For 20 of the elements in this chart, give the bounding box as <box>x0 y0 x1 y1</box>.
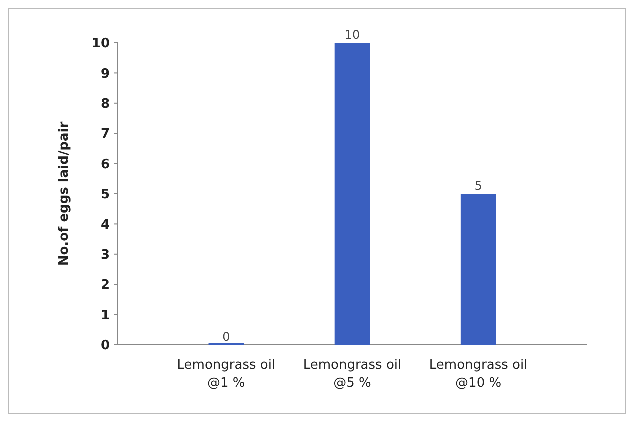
y-tick-label: 10 <box>92 36 110 52</box>
x-tick-label: Lemongrass oil @1 % <box>177 358 276 391</box>
y-tick-label: 4 <box>100 218 110 233</box>
x-tick-label: Lemongrass oil @5 % <box>303 358 402 391</box>
y-tick-label: 5 <box>100 188 110 203</box>
bar <box>460 194 496 345</box>
y-tick-label: 1 <box>100 308 110 324</box>
data-label: 0 <box>222 330 230 344</box>
x-tick-label: Lemongrass oil @10 % <box>429 358 528 391</box>
data-label: 10 <box>344 28 360 42</box>
y-tick-label: 7 <box>100 127 110 142</box>
y-tick-label: 6 <box>100 157 110 172</box>
y-tick-label: 8 <box>100 96 110 112</box>
y-tick-label: 2 <box>100 278 110 294</box>
bar <box>334 43 370 345</box>
y-tick-label: 3 <box>100 248 110 263</box>
y-axis-title: No.of eggs laid/pair <box>57 121 72 266</box>
y-tick-label: 0 <box>100 338 110 354</box>
data-label: 5 <box>474 179 482 193</box>
y-tick-label: 9 <box>100 66 110 82</box>
